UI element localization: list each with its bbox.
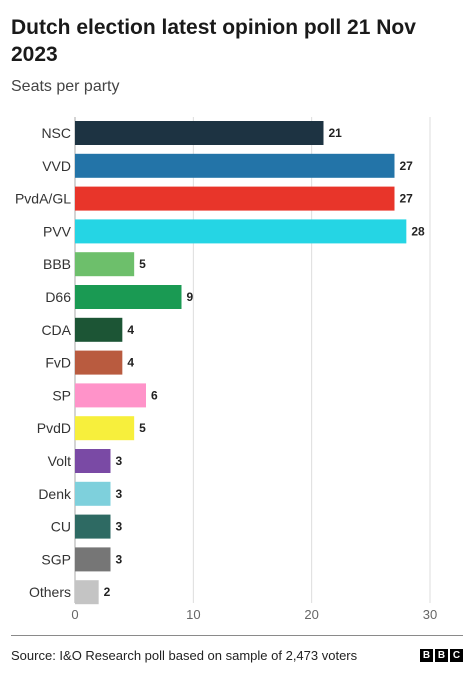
x-tick-label: 10 [186, 607, 200, 622]
value-label: 3 [116, 487, 123, 501]
x-tick-label: 30 [423, 607, 437, 622]
x-tick-label: 0 [71, 607, 78, 622]
bar [75, 514, 111, 539]
category-label: NSC [41, 125, 71, 141]
category-label: BBB [43, 256, 71, 272]
bars: NSC 21 VVD 27 PvdA/GL 27 PVV 28 BBB 5 D66 9 CDA 4 FvD 4… [15, 121, 425, 605]
value-label: 3 [116, 454, 123, 468]
bar [75, 547, 111, 572]
bar [75, 449, 111, 473]
source-note: Source: I&O Research poll based on sampl… [11, 647, 358, 663]
category-label: SGP [41, 551, 71, 567]
value-label: 28 [411, 224, 425, 238]
category-label: Others [29, 584, 71, 600]
bbc-logo: B B C [420, 648, 463, 662]
category-label: FvD [45, 355, 71, 371]
category-label: VVD [42, 158, 71, 174]
bar [75, 285, 182, 309]
value-label: 5 [139, 257, 146, 271]
bbc-logo-letter: B [420, 648, 433, 662]
bar [75, 317, 123, 342]
footer: Source: I&O Research poll based on sampl… [11, 645, 463, 665]
category-label: PVV [43, 223, 72, 239]
category-label: PvdD [37, 420, 71, 436]
value-label: 3 [116, 552, 123, 566]
value-label: 21 [329, 126, 343, 140]
bar [75, 481, 111, 506]
category-label: Volt [48, 453, 71, 469]
category-label: PvdA/GL [15, 191, 71, 207]
bar [75, 186, 395, 211]
value-label: 27 [400, 192, 414, 206]
value-label: 5 [139, 421, 146, 435]
bar [75, 153, 395, 178]
category-label: SP [52, 387, 71, 403]
bar [75, 350, 123, 375]
chart-subtitle: Seats per party [11, 78, 120, 95]
value-label: 2 [104, 585, 111, 599]
bbc-logo-letter: B [435, 648, 448, 662]
value-label: 27 [400, 159, 414, 173]
bar [75, 121, 324, 145]
bar [75, 219, 407, 244]
bbc-logo-letter: C [450, 648, 463, 662]
category-label: Denk [38, 486, 72, 502]
bar [75, 252, 135, 277]
footer-divider [11, 635, 463, 636]
value-label: 4 [127, 323, 134, 337]
value-label: 6 [151, 388, 158, 402]
value-label: 4 [127, 356, 134, 370]
chart-title: Dutch election latest opinion poll 21 No… [11, 16, 416, 66]
value-label: 9 [187, 290, 194, 304]
bar [75, 383, 146, 408]
x-tick-label: 20 [304, 607, 318, 622]
bar [75, 580, 99, 605]
category-label: D66 [45, 289, 71, 305]
x-axis: 0 10 20 30 [71, 607, 437, 622]
category-label: CU [51, 519, 71, 535]
bar-chart: NSC 21 VVD 27 PvdA/GL 27 PVV 28 BBB 5 D66 9 CDA 4 FvD 4… [15, 117, 437, 622]
value-label: 3 [116, 520, 123, 534]
bar [75, 416, 135, 441]
category-label: CDA [41, 322, 71, 338]
